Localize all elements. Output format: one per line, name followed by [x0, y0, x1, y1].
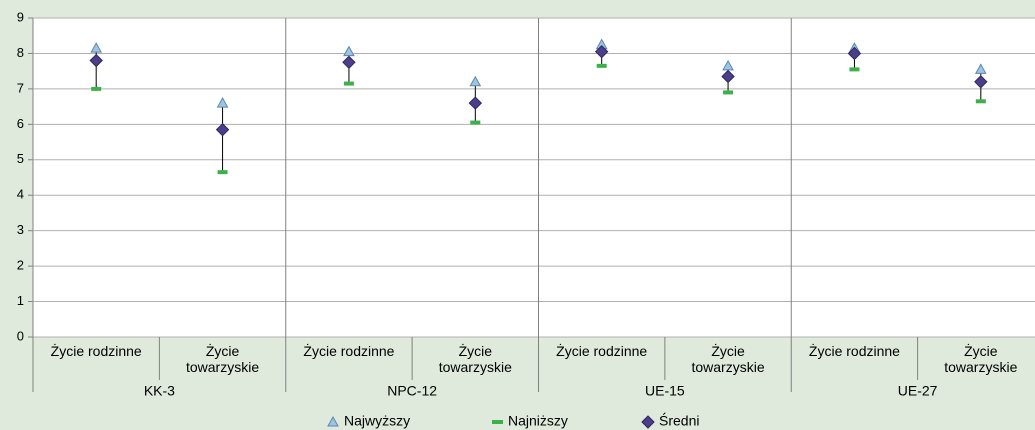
y-tick-label: 5: [17, 151, 24, 166]
legend-label: Najniższy: [508, 413, 568, 429]
mean-marker: [468, 96, 483, 110]
y-tick-label: 6: [17, 116, 24, 131]
x-tick-label: Życie rodzinne: [303, 343, 395, 359]
group-label: KK-3: [144, 383, 175, 399]
low-marker: [343, 81, 354, 86]
x-tick-label: Życie towarzyskie: [185, 343, 260, 375]
low-marker: [975, 99, 986, 104]
x-tick-label: Życie towarzyskie: [691, 343, 765, 375]
low-marker: [91, 86, 102, 91]
x-tick-label: Życie rodzinne: [50, 343, 142, 359]
y-tick-label: 9: [17, 9, 24, 24]
legend-symbol: [327, 415, 339, 427]
group-label: NPC-12: [387, 383, 437, 399]
y-tick-label: 0: [17, 328, 24, 343]
high-marker: [974, 63, 987, 74]
group-label: UE-27: [898, 383, 938, 399]
group-label: UE-15: [645, 383, 685, 399]
legend-symbol: [492, 420, 503, 424]
mean-marker: [215, 122, 230, 137]
legend-symbol: [641, 415, 655, 429]
x-tick-label: Życie towarzyskie: [944, 343, 1018, 375]
mean-marker: [974, 75, 988, 89]
mean-marker: [721, 69, 735, 84]
high-marker: [216, 97, 229, 108]
y-tick-label: 1: [17, 293, 24, 308]
legend-label: Najwyższy: [344, 413, 410, 429]
x-tick-label: Życie towarzyskie: [438, 343, 512, 375]
legend-label: Średni: [659, 412, 699, 429]
y-tick-label: 3: [17, 222, 24, 237]
y-tick-label: 4: [17, 187, 24, 202]
y-tick-label: 8: [17, 45, 24, 60]
low-marker: [596, 63, 607, 68]
mean-marker: [342, 55, 356, 70]
x-tick-label: Życie rodzinne: [556, 343, 648, 359]
y-tick-label: 7: [17, 80, 24, 95]
low-marker: [470, 120, 481, 125]
high-marker: [90, 42, 103, 53]
mean-marker: [847, 46, 862, 61]
mean-marker: [89, 53, 103, 68]
x-tick-label: Życie rodzinne: [808, 343, 900, 359]
plot-area: [32, 17, 1035, 338]
y-tick-label: 2: [17, 258, 24, 273]
low-marker: [849, 67, 860, 72]
mean-marker: [594, 44, 609, 59]
low-marker: [723, 90, 734, 95]
high-marker: [469, 75, 482, 87]
low-marker: [217, 170, 228, 175]
